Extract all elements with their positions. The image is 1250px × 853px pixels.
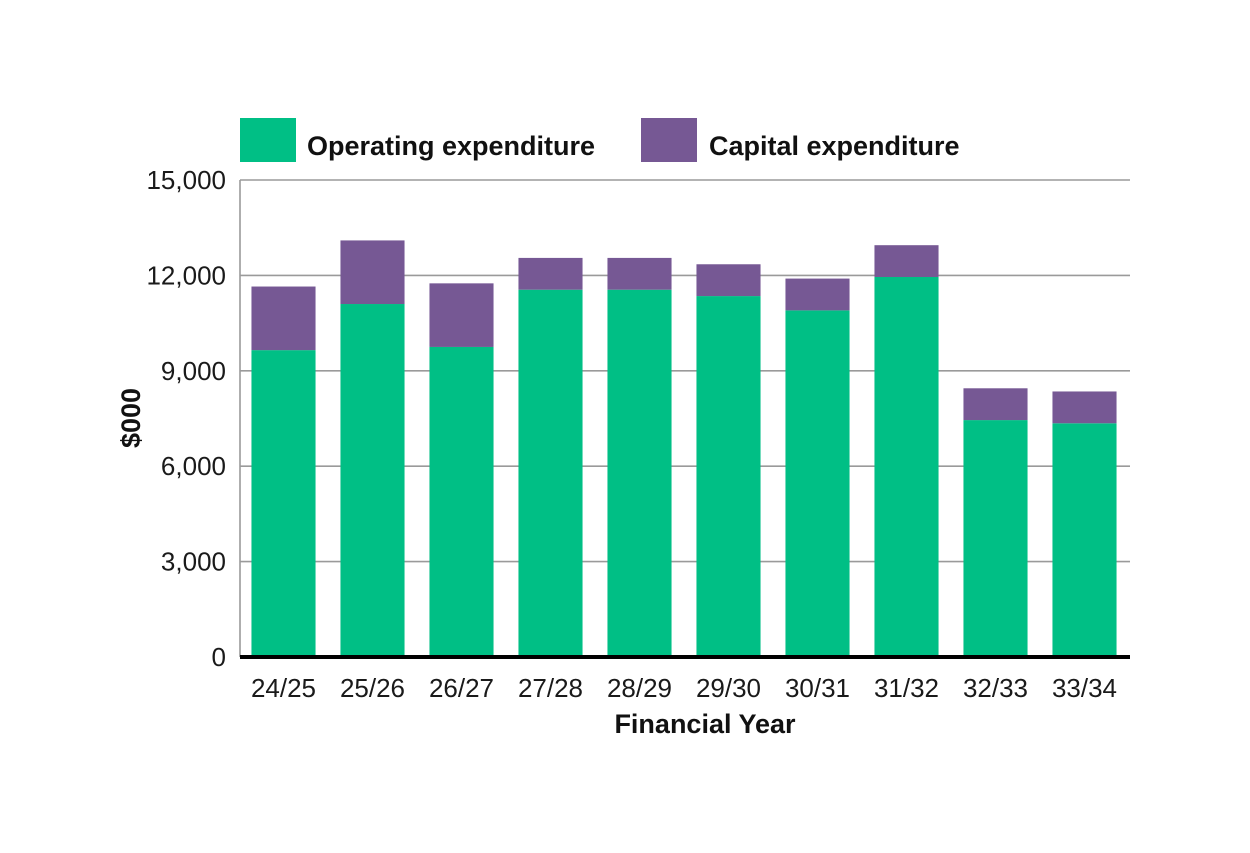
- bar-capital: [963, 388, 1028, 421]
- bar-capital: [607, 257, 672, 290]
- legend-swatch-operating: [240, 118, 296, 162]
- bars: [251, 240, 1117, 657]
- x-tick-label: 31/32: [874, 673, 939, 703]
- bar-operating: [874, 276, 939, 657]
- bar-operating: [607, 289, 672, 657]
- bar-capital: [874, 245, 939, 277]
- y-tick-label: 3,000: [161, 547, 226, 577]
- y-tick-label: 6,000: [161, 451, 226, 481]
- bar-capital: [429, 283, 494, 347]
- legend-label-capital: Capital expenditure: [709, 131, 960, 161]
- bar-capital: [518, 257, 583, 290]
- x-tick-label: 33/34: [1052, 673, 1117, 703]
- y-axis-title: $000: [116, 388, 146, 448]
- y-tick-label: 0: [212, 642, 226, 672]
- x-tick-label: 26/27: [429, 673, 494, 703]
- x-tick-label: 29/30: [696, 673, 761, 703]
- bar-operating: [518, 289, 583, 657]
- x-tick-label: 30/31: [785, 673, 850, 703]
- x-tick-label: 28/29: [607, 673, 672, 703]
- bar-operating: [1052, 423, 1117, 657]
- bar-operating: [340, 304, 405, 657]
- x-tick-label: 27/28: [518, 673, 583, 703]
- bar-operating: [963, 420, 1028, 657]
- x-tick-label: 24/25: [251, 673, 316, 703]
- bar-capital: [251, 286, 316, 351]
- bar-capital: [1052, 391, 1117, 424]
- axes: 0 3,000 6,000 9,000 12,000 15,000 24/25 25/26 26…: [146, 165, 1130, 703]
- bar-capital: [340, 240, 405, 305]
- x-tick-label: 32/33: [963, 673, 1028, 703]
- bar-operating: [429, 346, 494, 657]
- bar-capital: [785, 278, 850, 311]
- y-tick-label: 15,000: [146, 165, 226, 195]
- legend: Operating expenditure Capital expenditur…: [240, 118, 960, 162]
- y-tick-label: 9,000: [161, 356, 226, 386]
- x-axis-title: Financial Year: [614, 709, 796, 739]
- x-tick-label: 25/26: [340, 673, 405, 703]
- bar-operating: [696, 296, 761, 657]
- bar-operating: [785, 310, 850, 657]
- y-tick-label: 12,000: [146, 260, 226, 290]
- legend-label-operating: Operating expenditure: [307, 131, 595, 161]
- legend-swatch-capital: [641, 118, 697, 162]
- bar-capital: [696, 264, 761, 297]
- bar-operating: [251, 350, 316, 657]
